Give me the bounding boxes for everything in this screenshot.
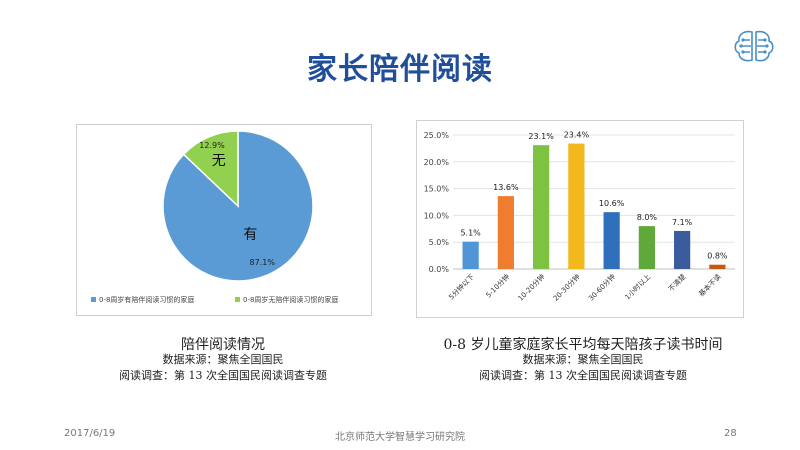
bar-value-label: 23.1% — [528, 132, 554, 141]
x-category-label: 1小时以上 — [623, 272, 652, 301]
y-tick-label: 20.0% — [424, 158, 450, 167]
pie-caption-title: 陪伴阅读情况 — [181, 337, 265, 353]
y-tick-label: 5.0% — [429, 238, 450, 247]
y-tick-label: 25.0% — [424, 131, 450, 140]
pie-caption-source: 数据来源：聚焦全国国民 — [162, 353, 284, 366]
bar-chart: 0.0% 5.0% 10.0% 15.0% 20.0% 25.0% 5.1% 13.6% 23… — [424, 131, 735, 303]
pie-chart: 有 87.1% 无 12.9% 0-8周岁有陪伴阅读习惯的家庭 0-8周岁无陪伴阅读习惯… — [91, 130, 338, 304]
legend-label: 0-8周岁无陪伴阅读习惯的家庭 — [243, 295, 338, 304]
bar-caption-title: 0-8 岁儿童家庭家长平均每天陪孩子读书时间 — [443, 337, 723, 353]
bar-value-label: 23.4% — [564, 131, 590, 140]
pie-chart-panel: 有 87.1% 无 12.9% 0-8周岁有陪伴阅读习惯的家庭 0-8周岁无陪伴阅读习惯… — [76, 124, 372, 316]
footer-organization: 北京师范大学智慧学习研究院 — [335, 432, 465, 443]
legend-swatch — [91, 297, 96, 302]
bar-6 — [638, 226, 655, 269]
pie-slice-label: 无 — [212, 153, 226, 169]
bar-value-label: 10.6% — [599, 199, 625, 208]
x-category-label: 5分钟以下 — [447, 272, 476, 301]
bar-7 — [674, 230, 691, 269]
legend-label: 0-8周岁有陪伴阅读习惯的家庭 — [99, 295, 194, 304]
x-category-label: 10-20分钟 — [516, 272, 547, 303]
bar-value-label: 0.8% — [707, 252, 728, 261]
bar-4 — [568, 143, 585, 269]
x-category-label: 5-10分钟 — [484, 272, 511, 299]
x-category-label: 30-60分钟 — [586, 272, 617, 303]
slide-title: 家长陪伴阅读 — [307, 52, 493, 87]
bar-3 — [533, 145, 550, 269]
bar-caption-survey: 阅读调查：第 13 次全国国民阅读调查专题 — [479, 369, 687, 382]
page-number: 28 — [724, 428, 737, 439]
x-category-label: 基本不读 — [697, 272, 723, 298]
bar-5 — [603, 212, 620, 269]
bar-1 — [462, 241, 479, 269]
bar-value-label: 5.1% — [460, 229, 481, 238]
pie-slice-label: 有 — [243, 227, 257, 243]
y-tick-label: 0.0% — [429, 265, 450, 274]
bar-value-label: 7.1% — [672, 218, 693, 227]
pie-caption-survey: 阅读调查：第 13 次全国国民阅读调查专题 — [119, 369, 327, 382]
y-tick-label: 15.0% — [424, 185, 450, 194]
bar-2 — [497, 196, 514, 269]
bar-caption-source: 数据来源：聚焦全国国民 — [522, 353, 644, 366]
legend-swatch — [235, 297, 240, 302]
brain-circuit-icon — [734, 30, 774, 62]
footer-date: 2017/6/19 — [64, 428, 116, 439]
bar-value-label: 8.0% — [637, 213, 658, 222]
pie-value-label: 87.1% — [250, 258, 276, 267]
pie-slice-2 — [182, 130, 239, 208]
y-tick-label: 10.0% — [424, 211, 450, 220]
bar-value-label: 13.6% — [493, 183, 519, 192]
x-category-label: 20-30分钟 — [551, 272, 582, 303]
bar-chart-panel: 0.0% 5.0% 10.0% 15.0% 20.0% 25.0% 5.1% 13.6% 23… — [416, 120, 744, 318]
x-category-label: 不清楚 — [666, 272, 687, 293]
bar-8 — [709, 264, 726, 269]
pie-value-label: 12.9% — [199, 141, 225, 150]
